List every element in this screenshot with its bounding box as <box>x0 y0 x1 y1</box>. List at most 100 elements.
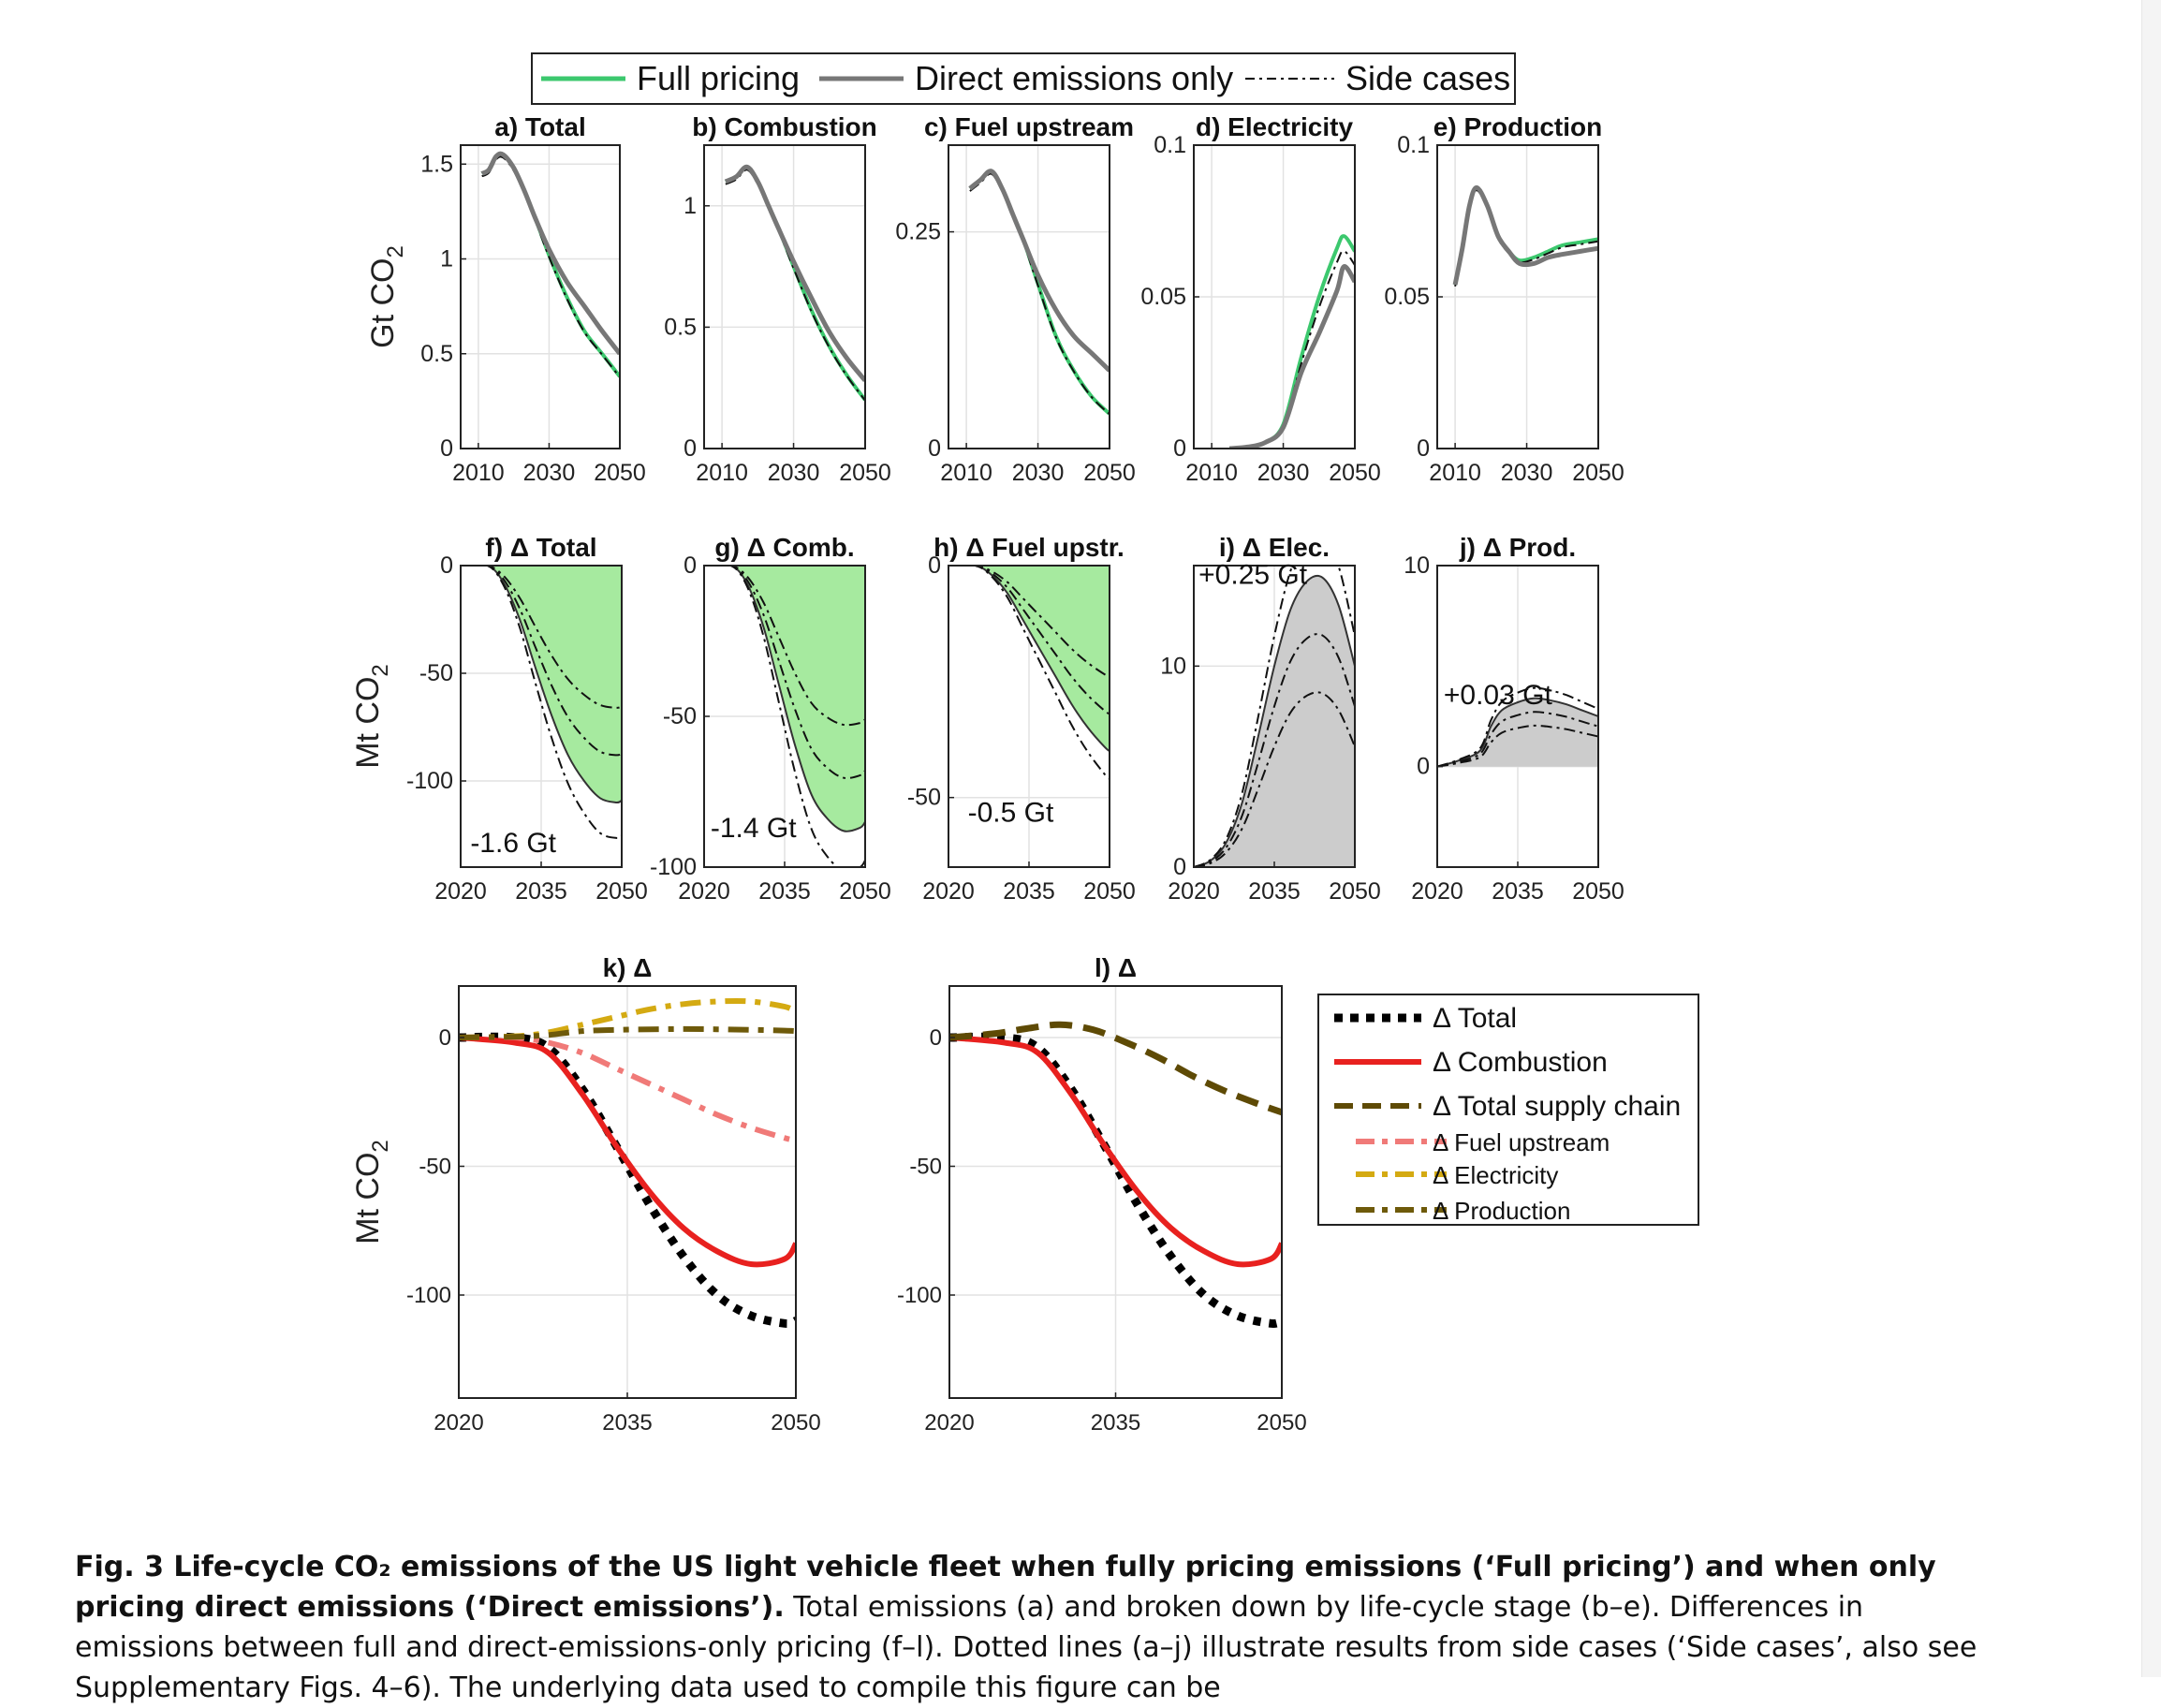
x-tick-label: 2010 <box>1185 460 1238 486</box>
x-tick-label: 2030 <box>523 460 576 486</box>
series-line <box>480 151 620 356</box>
series-line <box>968 169 1110 373</box>
plot-area-k <box>459 997 796 1328</box>
side-case-line <box>1229 250 1355 449</box>
plot-area-a <box>480 151 620 378</box>
y-tick-label: 0 <box>440 435 453 462</box>
area-annotation: -1.4 Gt <box>711 813 797 844</box>
side-case-line <box>461 566 622 709</box>
series-line <box>724 164 865 382</box>
series-line <box>1228 264 1355 449</box>
x-tick-label: 2020 <box>922 878 975 905</box>
series-line <box>480 152 620 378</box>
x-tick-label: 2050 <box>594 460 646 486</box>
side-case-line <box>481 155 620 378</box>
side-case-line <box>1437 711 1598 768</box>
scrollbar[interactable] <box>2141 0 2161 1677</box>
panel-e: 2010 2030 2050 0 0.05 0.1e) Production <box>1384 112 1624 486</box>
x-tick-label: 2030 <box>1501 460 1553 486</box>
panel-i: 2020 2035 2050 0 10 i) Δ Elec.+0.25 Gt <box>1160 533 1381 905</box>
x-tick-label: 2050 <box>1572 460 1624 486</box>
y-tick-label: 0.25 <box>895 219 941 245</box>
series-line <box>459 1034 796 1143</box>
side-case-line <box>461 566 622 839</box>
y-tick-label: -50 <box>419 1155 451 1180</box>
panel-title: a) Total <box>494 112 585 141</box>
y-tick-label: -100 <box>897 1283 942 1308</box>
area-edge-f <box>461 566 622 804</box>
side-case-line <box>1437 724 1598 768</box>
legend-bottom-box <box>1317 994 1699 1226</box>
series-line <box>459 1025 796 1040</box>
y-tick-label: 1 <box>684 193 697 219</box>
y-tick-label: -50 <box>663 703 697 729</box>
area-edge-j <box>1437 697 1598 768</box>
y-tick-label: 0.05 <box>1140 284 1186 310</box>
y-tick-label: 0 <box>684 552 697 579</box>
side-case-line <box>704 566 865 727</box>
y-tick-label: 0 <box>928 552 941 579</box>
panel-title: e) Production <box>1433 112 1602 141</box>
panel-title: i) Δ Elec. <box>1219 533 1330 562</box>
legend-bottom-label: Δ Production <box>1433 1197 1570 1225</box>
area-annotation: +0.25 Gt <box>1198 559 1308 590</box>
y-axis-label-row2-subscript: 2 <box>368 664 393 676</box>
y-tick-label: -100 <box>406 768 453 794</box>
legend-top-label: Side cases <box>1345 59 1510 97</box>
plot-area-g <box>704 566 865 867</box>
y-tick-label: -50 <box>909 1155 942 1180</box>
plot-area-l <box>949 1021 1282 1328</box>
y-tick-label: 10 <box>1160 653 1186 679</box>
y-tick-label: -100 <box>650 854 697 880</box>
panel-d: 2010 2030 2050 0 0.05 0.1 d) Electricity <box>1140 112 1380 486</box>
y-axis-label-row3: Mt CO2 <box>350 1140 393 1244</box>
caption-body: Total emissions (a) and broken down by l… <box>75 1591 1977 1704</box>
x-tick-label: 2035 <box>1492 878 1544 905</box>
y-axis-label-row1: Gt CO2 <box>365 245 408 348</box>
plot-area-d <box>1228 234 1355 449</box>
x-tick-label: 2030 <box>768 460 820 486</box>
caption-lead: Fig. 3 Life-cycle CO₂ emissions of the U… <box>75 1551 1936 1624</box>
x-tick-label: 2010 <box>940 460 992 486</box>
plot-area-h <box>948 566 1110 780</box>
panel-title: h) Δ Fuel upstr. <box>933 533 1125 562</box>
y-tick-label: 0.5 <box>664 314 697 340</box>
plot-area-e <box>1452 184 1598 287</box>
x-tick-label: 2050 <box>1083 878 1136 905</box>
area-edge-i <box>1194 574 1355 867</box>
legend-top: Full pricing Direct emissions only Side ca… <box>531 52 1516 105</box>
legend-bottom: Δ Total Δ Combustion Δ Total supply chain Δ… <box>1317 994 1699 1226</box>
panel-a: 2010 2030 2050 0 0.5 1 1.5 a) Total <box>420 112 646 486</box>
panel-title: b) Combustion <box>692 112 877 141</box>
x-tick-label: 2030 <box>1257 460 1310 486</box>
series-line <box>1452 184 1598 286</box>
x-tick-label: 2030 <box>1012 460 1065 486</box>
axes-box <box>703 144 866 449</box>
y-tick-label: 0.05 <box>1384 284 1430 310</box>
legend-bottom-label: Δ Electricity <box>1433 1161 1558 1189</box>
side-case-line <box>1194 691 1355 867</box>
x-tick-label: 2050 <box>1329 460 1381 486</box>
legend-bottom-label: Δ Fuel upstream <box>1433 1128 1610 1156</box>
area-fill-i <box>1194 575 1355 867</box>
side-case-line <box>948 566 1110 780</box>
y-tick-label: 0 <box>930 1025 942 1051</box>
panel-title: d) Electricity <box>1196 112 1353 141</box>
x-tick-label: 2010 <box>1429 460 1481 486</box>
x-tick-label: 2035 <box>1248 878 1301 905</box>
plot-area-c <box>968 169 1110 416</box>
panel-c: 2010 2030 2050 0 0.25 c) Fuel upstream <box>895 112 1135 486</box>
series-line <box>459 1032 796 1328</box>
plot-area-j <box>1437 686 1598 768</box>
y-tick-label: 0 <box>1417 754 1430 780</box>
plot-area-b <box>724 164 865 402</box>
y-tick-label: -50 <box>907 785 941 811</box>
panel-b: 2010 2030 2050 0 0.5 1 b) Combustion <box>664 112 891 486</box>
panel-g: 2020 2035 2050 0 -50 -100 g) Δ Comb. -1.4 Gt <box>650 533 891 905</box>
legend-bottom-label: Δ Total <box>1433 1003 1517 1034</box>
y-tick-label: 0 <box>1417 435 1430 462</box>
series-line <box>725 165 865 402</box>
side-case-line <box>948 566 1110 715</box>
side-case-line <box>948 566 1110 678</box>
